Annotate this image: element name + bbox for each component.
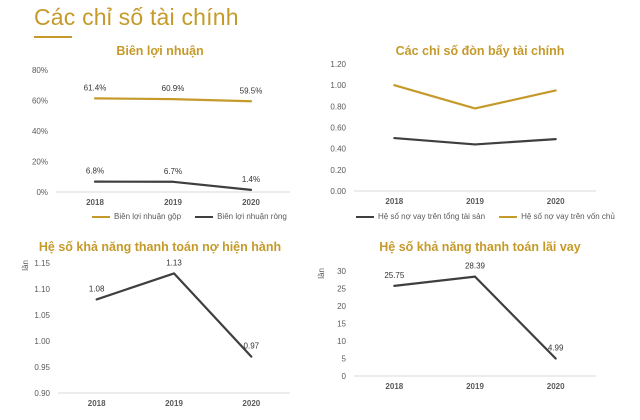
page-title: Các chỉ số tài chính <box>34 4 239 30</box>
y-tick-label: 1.20 <box>330 60 346 69</box>
chart-title: Các chỉ số đòn bẩy tài chính <box>395 44 565 58</box>
chart-legend: Hệ số nợ vay trên tổng tài sản Hệ số nợ … <box>356 212 615 221</box>
legend-label: Biên lợi nhuận gộp <box>114 212 182 221</box>
x-tick-label: 2019 <box>466 382 484 391</box>
x-tick-label: 2019 <box>165 399 183 408</box>
y-tick-label: 40% <box>32 127 48 136</box>
chart-profit-margin: Biên lợi nhuận 0% 20% 40% 60% 80% 2018 2019 202… <box>0 40 320 230</box>
legend-label: Hệ số nợ vay trên vốn chủ <box>521 212 615 221</box>
legend-item-debt-to-assets: Hệ số nợ vay trên tổng tài sản <box>356 212 485 221</box>
data-label: 61.4% <box>84 83 107 92</box>
data-label: 6.7% <box>164 167 182 176</box>
chart-canvas: 0% 20% 40% 60% 80% 2018 2019 2020 61.4% 60.9% 59.5… <box>32 66 290 207</box>
y-axis-title: lần <box>317 268 326 279</box>
y-tick-label: 1.00 <box>34 337 50 346</box>
chart-interest-coverage: Hệ số khả năng thanh toán lãi vay 0 5 10 15… <box>317 236 640 420</box>
data-label: 4.99 <box>548 344 564 353</box>
y-tick-label: 1.00 <box>330 81 346 90</box>
x-tick-label: 2020 <box>242 399 260 408</box>
chart-title: Hệ số khả năng thanh toán nợ hiện hành <box>38 240 282 254</box>
x-tick-label: 2019 <box>164 198 182 207</box>
data-label: 59.5% <box>240 86 263 95</box>
series-line <box>93 97 253 103</box>
legend-swatch <box>195 215 214 218</box>
y-tick-label: 1.15 <box>34 259 50 268</box>
legend-label: Hệ số nợ vay trên tổng tài sản <box>378 212 486 221</box>
legend-swatch <box>92 215 110 218</box>
y-tick-label: 0.20 <box>330 166 346 175</box>
y-tick-label: 0.90 <box>34 389 50 398</box>
series-line <box>393 136 557 146</box>
y-tick-label: 0.00 <box>330 187 346 196</box>
y-tick-label: 0 <box>342 372 347 381</box>
data-label: 25.75 <box>384 271 405 280</box>
data-label: 1.08 <box>89 284 105 293</box>
legend-swatch <box>356 215 374 218</box>
x-tick-label: 2018 <box>385 382 403 391</box>
y-tick-label: 0.95 <box>34 363 50 372</box>
x-tick-label: 2018 <box>88 399 106 408</box>
y-tick-label: 60% <box>32 97 48 106</box>
chart-title: Biên lợi nhuận <box>116 44 204 58</box>
y-tick-label: 20% <box>32 158 48 167</box>
y-tick-label: 30 <box>337 267 346 276</box>
series-line <box>393 84 557 110</box>
data-label: 0.97 <box>244 342 260 351</box>
x-tick-label: 2018 <box>385 197 403 206</box>
y-tick-label: 20 <box>337 302 346 311</box>
chart-canvas: 0.90 0.95 1.00 1.05 1.10 1.15 2018 2019 2020 lần 1… <box>21 258 290 408</box>
y-tick-label: 0.80 <box>330 102 346 111</box>
x-tick-label: 2020 <box>547 382 565 391</box>
data-label: 1.4% <box>242 175 260 184</box>
y-tick-label: 1.05 <box>34 311 50 320</box>
data-label: 6.8% <box>86 167 104 176</box>
x-tick-label: 2018 <box>86 198 104 207</box>
title-underline <box>34 36 72 38</box>
x-tick-label: 2020 <box>242 198 260 207</box>
x-tick-label: 2019 <box>466 197 484 206</box>
legend-item-debt-to-equity: Hệ số nợ vay trên vốn chủ <box>499 212 615 221</box>
y-tick-label: 10 <box>337 337 346 346</box>
y-tick-label: 1.10 <box>34 285 50 294</box>
legend-swatch <box>499 215 518 218</box>
chart-current-ratio: Hệ số khả năng thanh toán nợ hiện hành 0… <box>0 236 320 420</box>
data-label: 60.9% <box>162 84 185 93</box>
chart-title: Hệ số khả năng thanh toán lãi vay <box>379 240 581 254</box>
x-tick-label: 2020 <box>547 197 565 206</box>
y-tick-label: 5 <box>342 355 347 364</box>
chart-legend: Biên lợi nhuận gộp Biên lợi nhuận ròng <box>92 212 287 221</box>
y-axis-title: lần <box>21 260 30 271</box>
y-tick-label: 15 <box>337 320 346 329</box>
series-line <box>93 180 253 191</box>
y-tick-label: 0.40 <box>330 145 346 154</box>
legend-item-net-margin: Biên lợi nhuận ròng <box>195 212 287 221</box>
chart-leverage: Các chỉ số đòn bẩy tài chính 0.00 0.20 0.4… <box>320 40 640 230</box>
series-line <box>95 272 253 358</box>
chart-canvas: 0.00 0.20 0.40 0.60 0.80 1.00 1.20 2018 2019 2020 <box>330 60 596 206</box>
y-tick-label: 0% <box>36 188 48 197</box>
data-label: 28.39 <box>465 262 486 271</box>
legend-label: Biên lợi nhuận ròng <box>217 212 287 221</box>
y-tick-label: 80% <box>32 66 48 75</box>
legend-item-gross-margin: Biên lợi nhuận gộp <box>92 212 181 221</box>
chart-canvas: 0 5 10 15 20 25 30 2018 2019 2020 lần 25.75 28.39 4.9… <box>317 262 596 391</box>
series-line <box>393 275 557 360</box>
y-tick-label: 0.60 <box>330 124 346 133</box>
data-label: 1.13 <box>166 258 182 267</box>
y-tick-label: 25 <box>337 285 346 294</box>
